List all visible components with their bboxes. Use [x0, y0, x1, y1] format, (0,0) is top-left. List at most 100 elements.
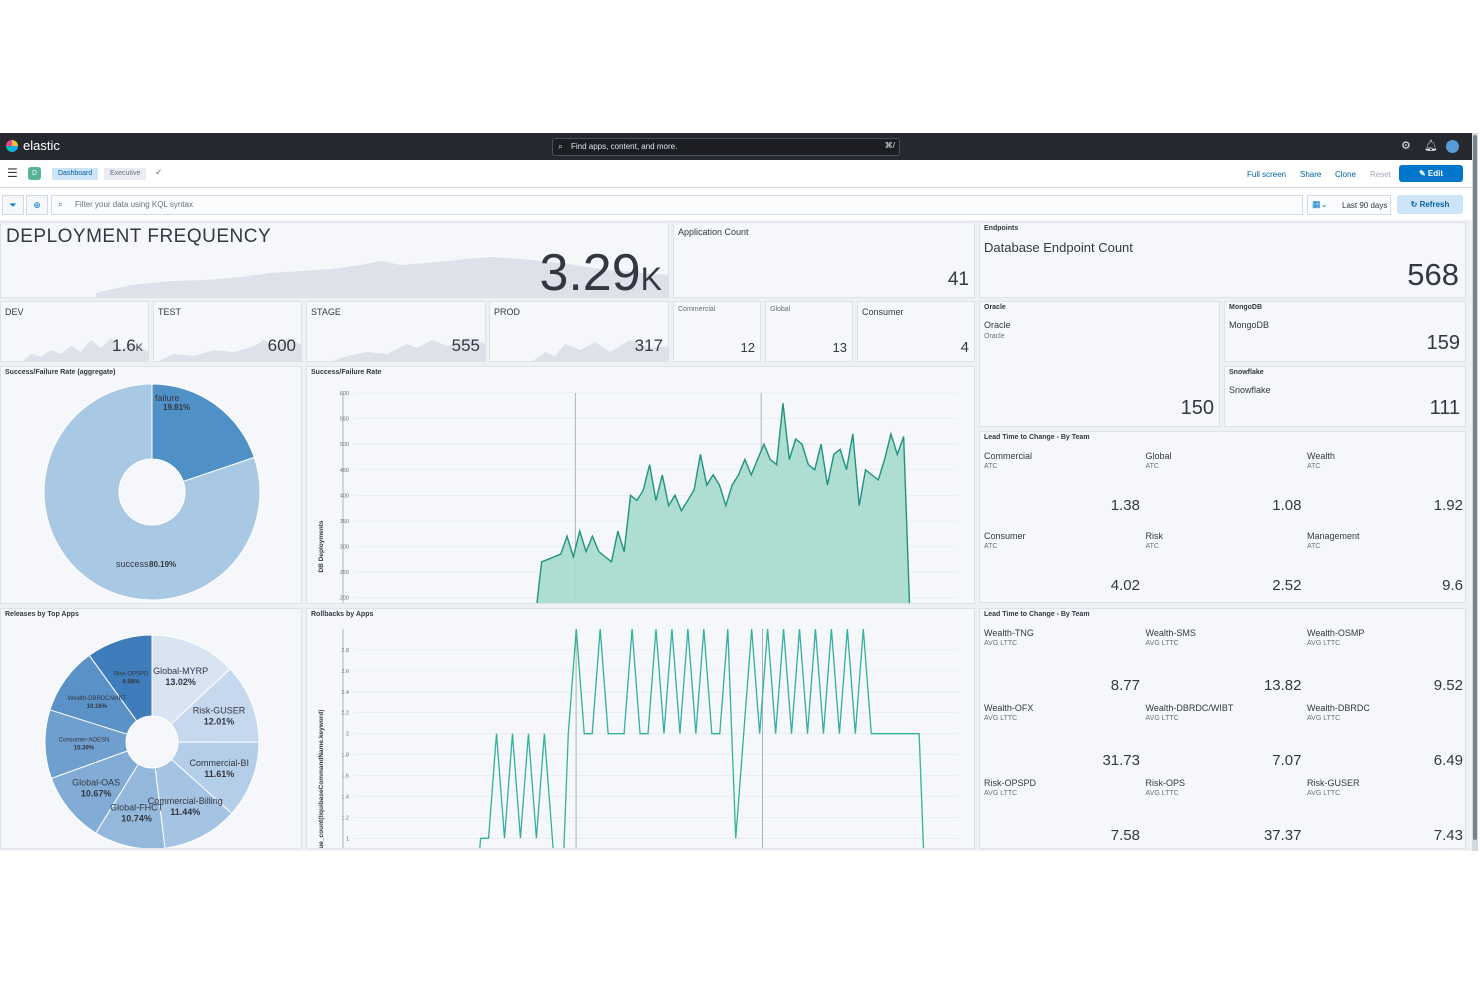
- calendar-icon: ▦⌄: [1312, 199, 1329, 209]
- rollbacks-chart: 00.20.40.60.811.21.41.61.822.22.42.62.83…: [318, 628, 959, 848]
- breadcrumb-dashboard[interactable]: Dashboard: [52, 168, 99, 180]
- deployment-unit: K: [640, 261, 662, 297]
- tile-sub: ATC: [1307, 463, 1321, 470]
- sf-rate-chart: 05010015020025030035040045050055060030th…: [318, 391, 957, 603]
- y-tick-label: 300: [340, 545, 349, 551]
- date-picker[interactable]: ▦⌄ Last 90 days: [1307, 195, 1391, 215]
- deployment-value: 3.29: [539, 244, 641, 298]
- deployment-frequency-panel: DEPLOYMENT FREQUENCY 3.29K: [0, 222, 669, 298]
- lead-time-tile: Risk ATC 2.52: [1145, 531, 1304, 602]
- global-search[interactable]: ⌕ Find apps, content, and more. ⌘/: [552, 138, 900, 156]
- reset-link[interactable]: Reset: [1370, 170, 1391, 179]
- edit-button[interactable]: ✎ Edit: [1399, 165, 1463, 182]
- env-prod-panel: PROD 317: [489, 301, 669, 362]
- pie-slice-Risk-OPSPD: [88, 634, 153, 722]
- brand-name[interactable]: elastic: [23, 138, 60, 153]
- tile-label: Wealth-DBRDC: [1307, 703, 1370, 713]
- tile-value: 8.77: [1110, 677, 1140, 694]
- kql-query-input[interactable]: ⌕ Filter your data using KQL syntax: [51, 195, 1303, 215]
- tile-sub: AVG LTTC: [1307, 715, 1341, 722]
- oracle-value: 150: [1180, 397, 1214, 419]
- full-screen-link[interactable]: Full screen: [1247, 170, 1287, 179]
- stage-sparkline: [332, 338, 485, 361]
- failure-label: failure: [155, 393, 180, 403]
- tile-value: 4.02: [1110, 577, 1140, 594]
- tile-label: Global: [1145, 451, 1172, 461]
- oracle-panel: Oracle Oracle Oracle 150: [979, 301, 1220, 427]
- top-header: elastic ⌕ Find apps, content, and more. …: [0, 133, 1472, 160]
- slice-pct: 13.02%: [165, 677, 196, 687]
- endpoint-count-label: Database Endpoint Count: [984, 240, 1133, 255]
- slice-label: Risk-OPSPD: [114, 671, 149, 677]
- user-avatar[interactable]: [1446, 140, 1459, 153]
- clone-link[interactable]: Clone: [1335, 170, 1356, 179]
- consumer-count-panel: Consumer 4: [857, 301, 975, 362]
- elastic-logo-icon[interactable]: [6, 140, 18, 152]
- page-scrollbar[interactable]: [1472, 133, 1478, 851]
- pencil-icon: ✎: [1418, 169, 1428, 178]
- y-tick-label: 2.8: [341, 648, 349, 654]
- y-tick-label: 200: [340, 596, 349, 602]
- lead-time-tile: Wealth-SMS AVG LTTC 13.82: [1146, 628, 1304, 703]
- deployment-sparkline: [96, 257, 668, 297]
- tile-value: 7.43: [1433, 827, 1463, 844]
- y-tick-label: 500: [340, 442, 349, 448]
- y-tick-label: 2: [346, 732, 349, 738]
- slice-pct: 10.39%: [74, 745, 95, 751]
- failure-pct: 19.81%: [163, 403, 190, 412]
- space-avatar[interactable]: D: [28, 167, 41, 180]
- tile-sub: ATC: [1145, 463, 1159, 470]
- tile-sub: AVG LTTC: [984, 790, 1018, 797]
- lead-time-tile: Consumer ATC 4.02: [984, 531, 1142, 602]
- mongodb-value: 159: [1426, 332, 1460, 354]
- y-tick-label: 1.2: [341, 815, 349, 821]
- y-tick-label: 600: [340, 391, 349, 397]
- refresh-button[interactable]: ↻ Refresh: [1397, 195, 1463, 214]
- y-tick-label: 1.6: [341, 774, 349, 780]
- y-tick-label: 400: [340, 493, 349, 499]
- application-count-value: 41: [947, 269, 969, 290]
- application-count-label: Application Count: [678, 227, 749, 237]
- lead-time-atc-title: Lead Time to Change - By Team: [984, 434, 1090, 441]
- share-link[interactable]: Share: [1300, 170, 1322, 179]
- tile-value: 37.37: [1263, 827, 1302, 844]
- tile-label: Wealth-DBRDC/WIBT: [1145, 703, 1234, 713]
- menu-icon[interactable]: ☰: [7, 166, 18, 180]
- lead-time-tile: Wealth-DBRDC AVG LTTC 6.49: [1307, 703, 1465, 778]
- tile-value: 31.73: [1102, 752, 1140, 769]
- breadcrumb-executive: Executive: [104, 168, 147, 180]
- date-range: Last 90 days: [1342, 201, 1388, 210]
- search-shortcut: ⌘/: [884, 141, 895, 150]
- y-tick-label: 250: [340, 570, 349, 576]
- pie-slice-failure: [151, 383, 255, 483]
- add-filter-icon[interactable]: ⊕: [26, 195, 48, 215]
- success-series-area: [536, 403, 910, 603]
- y-tick-label: 2.6: [341, 669, 349, 675]
- lead-time-tile: Risk-GUSER AVG LTTC 7.43: [1307, 778, 1465, 848]
- tile-label: Risk: [1145, 531, 1164, 541]
- tile-sub: ATC: [1145, 543, 1159, 550]
- tile-sub: ATC: [984, 463, 998, 470]
- test-value: 600: [267, 336, 296, 355]
- help-icon[interactable]: ⚙: [1401, 140, 1411, 152]
- notifications-icon[interactable]: 🔔︎: [1424, 140, 1438, 152]
- scrollbar-thumb[interactable]: [1473, 135, 1477, 840]
- filter-menu-icon[interactable]: ⏷: [2, 195, 24, 215]
- mongodb-label: MongoDB: [1229, 320, 1270, 330]
- lead-time-tile: Wealth-OFX AVG LTTC 31.73: [984, 703, 1142, 778]
- global-label: Global: [770, 306, 791, 313]
- pie-slice-Consumer-AOESN: [44, 709, 129, 780]
- lead-time-tile: Global ATC 1.08: [1146, 451, 1304, 531]
- pie-slice-Commercial-BI: [170, 741, 260, 815]
- tile-sub: AVG LTTC: [1145, 640, 1179, 647]
- slice-pct: 11.61%: [204, 769, 234, 779]
- success-series-line: [536, 403, 911, 603]
- query-bar: ⏷ ⊕ ⌕ Filter your data using KQL syntax …: [0, 188, 1472, 220]
- tile-sub: ATC: [984, 543, 998, 550]
- y-tick-label: 1.8: [341, 753, 349, 759]
- tile-value: 13.82: [1263, 677, 1302, 694]
- commercial-label: Commercial: [678, 306, 716, 313]
- pie-slice-Global-MYRP: [151, 634, 231, 725]
- global-value: 13: [832, 340, 847, 355]
- application-count-panel: Application Count 41: [673, 222, 975, 298]
